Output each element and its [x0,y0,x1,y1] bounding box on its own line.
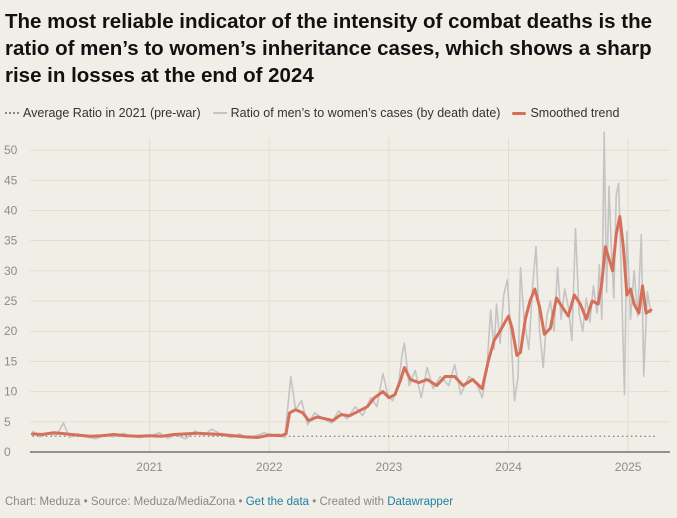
raw-ratio-line [31,131,652,440]
legend-label-baseline: Average Ratio in 2021 (pre-war) [23,106,201,120]
footer-credit: Chart: Meduza • Source: Meduza/MediaZona… [5,496,246,508]
y-tick-label: 0 [4,445,11,459]
red-line-swatch-icon [512,111,527,115]
series-layer [30,131,659,440]
y-tick-label: 10 [4,385,18,399]
datawrapper-link[interactable]: Datawrapper [387,496,454,508]
chart-footer: Chart: Meduza • Source: Meduza/MediaZona… [5,496,453,508]
chart-title: The most reliable indicator of the inten… [5,10,652,87]
y-tick-label: 5 [4,415,11,429]
y-tick-label: 25 [4,294,18,308]
y-tick-label: 30 [4,264,18,278]
x-tick-label: 2021 [136,460,163,474]
smoothed-trend-line [30,215,653,439]
y-tick-label: 35 [4,234,18,248]
legend-label-smooth: Smoothed trend [530,106,620,120]
chart-legend: Average Ratio in 2021 (pre-war) Ratio of… [5,106,673,120]
x-tick-label: 2022 [256,460,283,474]
dotted-line-swatch-icon [5,112,19,114]
x-tick-label: 2025 [615,460,642,474]
get-data-link[interactable]: Get the data [245,496,310,508]
x-tick-label: 2023 [376,460,403,474]
y-tick-label: 15 [4,354,18,368]
y-tick-label: 40 [4,203,18,217]
x-tick-label: 2024 [495,460,522,474]
legend-item-raw: Ratio of men’s to women’s cases (by deat… [212,106,501,120]
y-tick-label: 50 [4,143,18,157]
footer-separator: • Created with [309,496,388,508]
y-tick-label: 45 [4,173,18,187]
legend-item-smooth: Smoothed trend [512,106,619,120]
y-tick-label: 20 [4,324,18,338]
legend-item-baseline: Average Ratio in 2021 (pre-war) [5,106,201,120]
grey-line-swatch-icon [212,112,227,114]
legend-label-raw: Ratio of men’s to women’s cases (by deat… [230,106,501,120]
